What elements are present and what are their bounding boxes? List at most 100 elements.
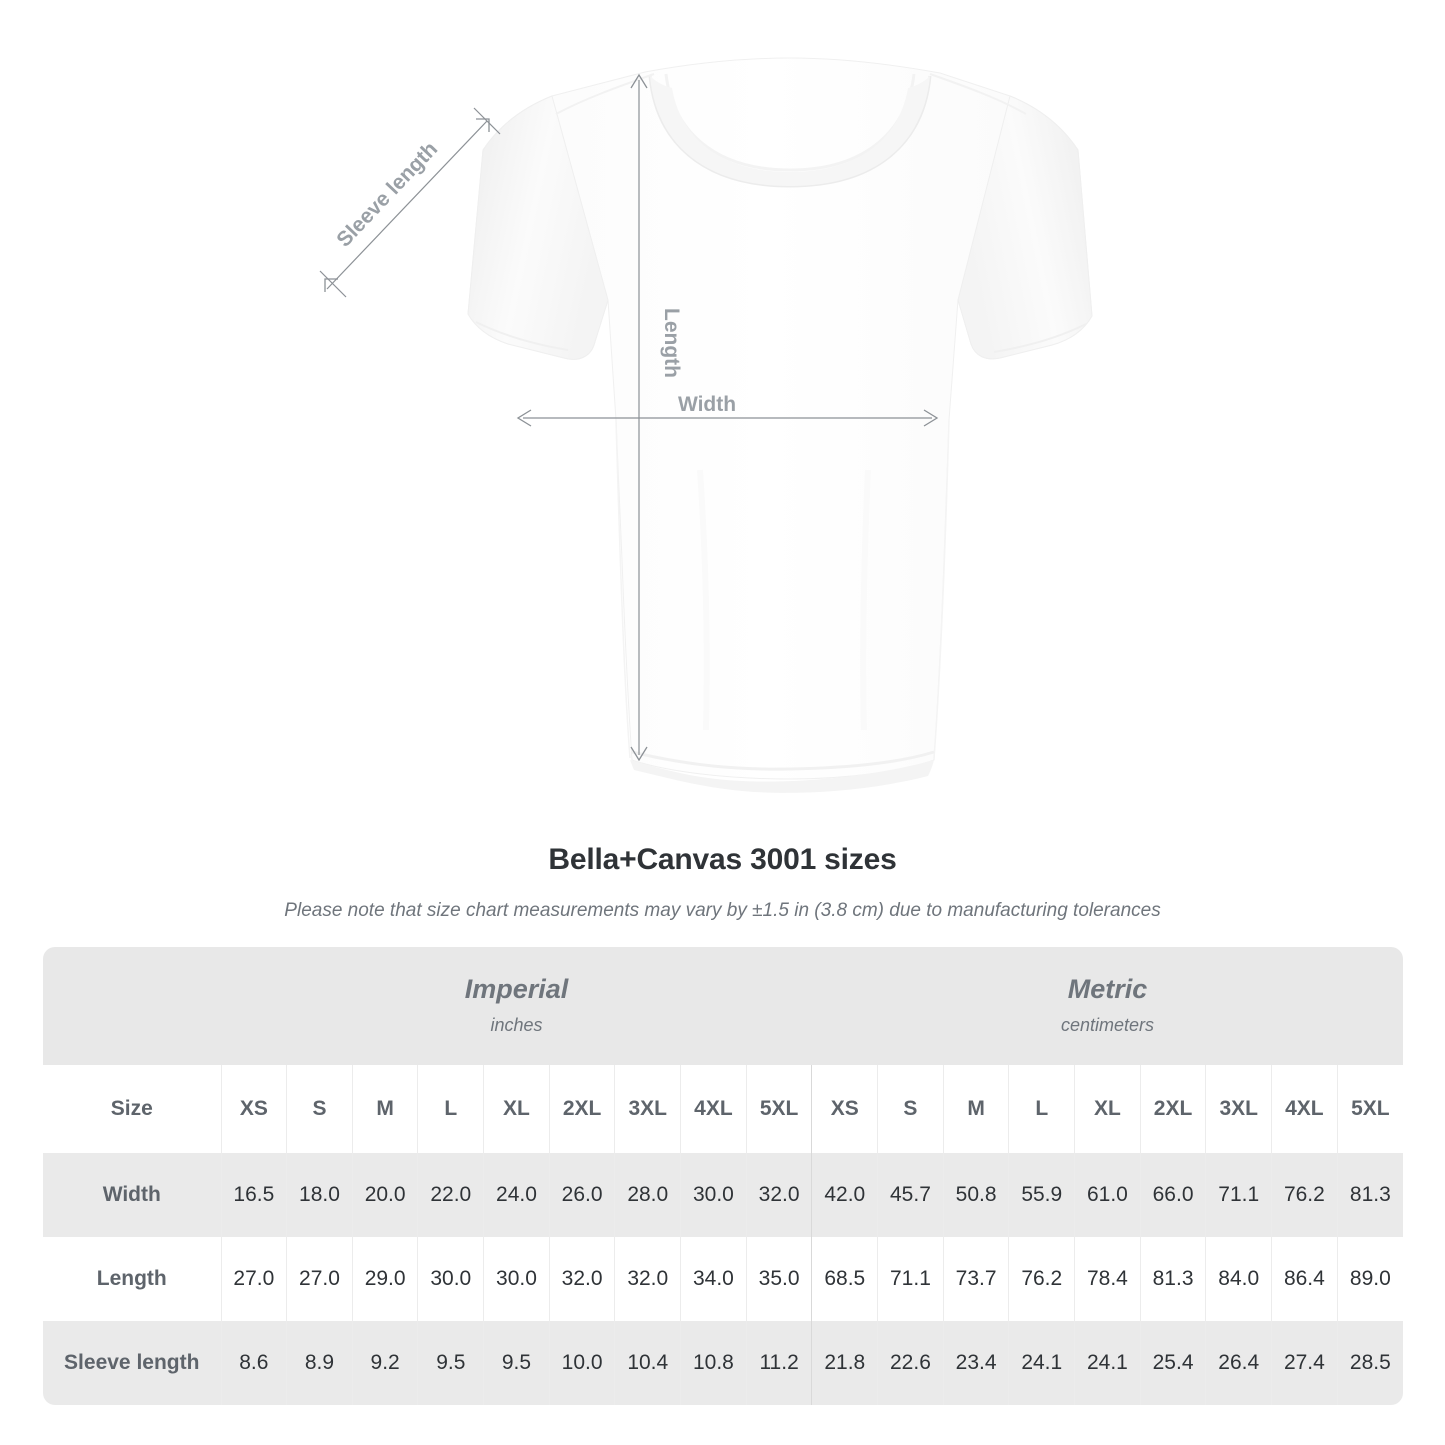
cell-width-imperial-3xl: 28.0 [614,1153,681,1237]
cell-sleeve-imperial-l: 9.5 [417,1321,484,1405]
size-col-metric-2xl: 2XL [1139,1065,1206,1153]
unit-group-imperial-name: Imperial [464,974,569,1004]
size-col-imperial-l: L [417,1065,484,1153]
table-row-width: Width 16.5 18.0 20.0 22.0 24.0 26.0 28.0… [43,1153,1403,1237]
cell-length-imperial-5xl: 35.0 [745,1237,812,1321]
unit-row-spacer [43,947,221,1065]
sleeve-length-arrow [326,120,488,290]
cell-sleeve-imperial-4xl: 10.8 [680,1321,747,1405]
sleeve-ext-tick-bottom [319,270,347,298]
sleeve-arrowhead-top [476,118,490,132]
size-col-imperial-xl: XL [483,1065,550,1153]
table-row-length: Length 27.0 27.0 29.0 30.0 30.0 32.0 32.… [43,1237,1403,1321]
length-arrowhead-bottom [630,746,648,762]
size-col-metric-m: M [942,1065,1009,1153]
size-header-row: Size XS S M L XL 2XL 3XL 4XL 5XL XS S M … [43,1065,1403,1153]
tshirt-bottom-edge [630,760,934,793]
cell-sleeve-imperial-5xl: 11.2 [745,1321,812,1405]
cell-length-metric-3xl: 84.0 [1205,1237,1272,1321]
cell-sleeve-metric-3xl: 26.4 [1205,1321,1272,1405]
left-shoulder-seam [555,73,655,115]
unit-group-imperial: Imperial inches [221,947,812,1065]
tshirt-bottom-hem [631,750,935,771]
unit-group-metric: Metric centimeters [811,947,1403,1065]
cell-sleeve-imperial-xl: 9.5 [483,1321,550,1405]
size-col-imperial-4xl: 4XL [680,1065,747,1153]
width-arrowhead-right [923,409,939,427]
row-label-length: Length [43,1237,221,1321]
length-label: Length [660,308,683,378]
row-label-sleeve-length: Sleeve length [43,1321,221,1405]
cell-length-imperial-s: 27.0 [286,1237,353,1321]
cell-width-imperial-5xl: 32.0 [745,1153,812,1237]
cell-width-imperial-m: 20.0 [351,1153,418,1237]
table-row-sleeve-length: Sleeve length 8.6 8.9 9.2 9.5 9.5 10.0 1… [43,1321,1403,1405]
width-arrowhead-left [516,409,532,427]
fabric-fold-1 [697,469,710,731]
cell-sleeve-metric-s: 22.6 [877,1321,944,1405]
tolerance-note: Please note that size chart measurements… [284,900,1161,921]
cell-width-metric-2xl: 66.0 [1139,1153,1206,1237]
unit-group-metric-name: Metric [1067,974,1148,1004]
tshirt-right-sleeve [957,95,1093,360]
cell-width-imperial-s: 18.0 [286,1153,353,1237]
unit-group-imperial-sub: inches [490,1015,543,1035]
size-col-imperial-s: S [286,1065,353,1153]
cell-sleeve-imperial-m: 9.2 [351,1321,418,1405]
tshirt-left-sleeve [467,95,609,360]
sleeve-length-label: Sleeve length [332,138,442,252]
fabric-fold-2 [860,469,871,731]
cell-length-metric-2xl: 81.3 [1139,1237,1206,1321]
cell-width-metric-m: 50.8 [942,1153,1009,1237]
size-col-metric-3xl: 3XL [1205,1065,1272,1153]
right-shoulder-seam [929,73,1027,115]
cell-length-metric-m: 73.7 [942,1237,1009,1321]
cell-sleeve-imperial-s: 8.9 [286,1321,353,1405]
page-title: Bella+Canvas 3001 sizes [548,843,897,876]
tshirt-measurement-diagram: Sleeve length Length Width [319,57,1093,793]
cell-length-imperial-xs: 27.0 [220,1237,287,1321]
cell-length-imperial-2xl: 32.0 [548,1237,615,1321]
tshirt-illustration [467,57,1093,793]
cell-width-metric-5xl: 81.3 [1336,1153,1403,1237]
cell-length-metric-4xl: 86.4 [1271,1237,1338,1321]
cell-sleeve-imperial-3xl: 10.4 [614,1321,681,1405]
cell-length-metric-l: 76.2 [1008,1237,1075,1321]
size-col-imperial-xs: XS [220,1065,287,1153]
size-chart-table: Imperial inches Metric centimeters Size … [43,947,1403,1405]
cell-length-imperial-l: 30.0 [417,1237,484,1321]
cell-length-imperial-3xl: 32.0 [614,1237,681,1321]
right-side-seam [933,419,950,759]
size-col-imperial-m: M [351,1065,418,1153]
left-sleeve-hem [475,321,569,351]
row-label-width: Width [43,1153,221,1237]
cell-length-metric-5xl: 89.0 [1336,1237,1403,1321]
cell-sleeve-metric-xs: 21.8 [811,1321,878,1405]
size-col-metric-xs: XS [811,1065,878,1153]
size-col-metric-4xl: 4XL [1271,1065,1338,1153]
cell-sleeve-metric-xl: 24.1 [1074,1321,1141,1405]
size-col-imperial-5xl: 5XL [745,1065,812,1153]
width-label: Width [678,393,736,416]
unit-group-metric-sub: centimeters [1060,1015,1154,1035]
size-chart-table-wrapper: Imperial inches Metric centimeters Size … [43,947,1403,1405]
cell-width-metric-s: 45.7 [877,1153,944,1237]
cell-width-metric-xl: 61.0 [1074,1153,1141,1237]
cell-width-imperial-4xl: 30.0 [680,1153,747,1237]
cell-width-imperial-xs: 16.5 [220,1153,287,1237]
cell-sleeve-imperial-2xl: 10.0 [548,1321,615,1405]
cell-width-imperial-xl: 24.0 [483,1153,550,1237]
cell-sleeve-imperial-xs: 8.6 [220,1321,287,1405]
cell-width-metric-xs: 42.0 [811,1153,878,1237]
cell-sleeve-metric-4xl: 27.4 [1271,1321,1338,1405]
cell-sleeve-metric-2xl: 25.4 [1139,1321,1206,1405]
cell-sleeve-metric-5xl: 28.5 [1336,1321,1403,1405]
unit-header-row: Imperial inches Metric centimeters [43,947,1403,1065]
cell-width-imperial-2xl: 26.0 [548,1153,615,1237]
size-col-metric-xl: XL [1074,1065,1141,1153]
cell-sleeve-metric-l: 24.1 [1008,1321,1075,1405]
cell-length-imperial-xl: 30.0 [483,1237,550,1321]
tshirt-diagram-svg: Sleeve length Length Width [319,57,1093,793]
left-side-seam [615,419,631,759]
size-col-metric-l: L [1008,1065,1075,1153]
